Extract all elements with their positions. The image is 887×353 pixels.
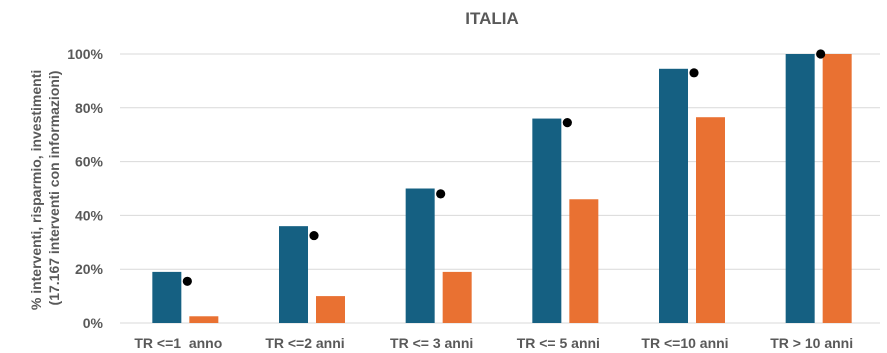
x-tick-label: TR <=10 anni	[641, 335, 728, 351]
marker-point	[562, 117, 572, 128]
bar	[532, 118, 562, 323]
bar	[569, 199, 599, 323]
y-axis-title-line-2: (17.167 interventi con informazioni)	[46, 71, 62, 306]
y-tick-label: 40%	[75, 207, 104, 223]
y-axis-title-line-1: % interventi, risparmio, investimenti	[28, 70, 44, 310]
chart-title: ITALIA	[465, 9, 519, 28]
bar	[316, 296, 345, 323]
bars	[152, 54, 852, 323]
y-axis-ticks: 0% 20% 40% 60% 80% 100%	[67, 46, 103, 331]
x-tick-label: TR <=2 anni	[265, 335, 344, 351]
bar	[442, 271, 472, 323]
bar	[152, 271, 182, 323]
gridlines	[120, 53, 880, 324]
bar	[405, 188, 435, 323]
x-tick-label: TR <= 5 anni	[517, 335, 600, 351]
marker-point	[436, 189, 446, 199]
x-axis-ticks: TR <=1 anno TR <=2 anni TR <= 3 anni TR <= …	[134, 335, 853, 351]
bar	[696, 117, 725, 323]
bar	[279, 226, 308, 323]
markers	[182, 49, 826, 286]
bar	[785, 54, 815, 323]
bar	[189, 316, 219, 323]
y-tick-label: 20%	[75, 261, 104, 277]
x-tick-label: TR <=1 anno	[134, 335, 222, 351]
y-axis-title: % interventi, risparmio, investimenti (1…	[28, 66, 62, 310]
bar	[659, 68, 688, 323]
y-tick-label: 80%	[75, 100, 104, 116]
y-tick-label: 0%	[83, 315, 104, 331]
y-tick-label: 100%	[67, 46, 103, 62]
marker-point	[689, 68, 699, 78]
marker-point	[182, 276, 192, 286]
y-tick-label: 60%	[75, 154, 104, 170]
marker-point	[816, 49, 826, 59]
x-tick-label: TR <= 3 anni	[390, 335, 473, 351]
marker-point	[309, 230, 319, 241]
x-tick-label: TR > 10 anni	[770, 335, 853, 351]
bar	[822, 54, 852, 323]
